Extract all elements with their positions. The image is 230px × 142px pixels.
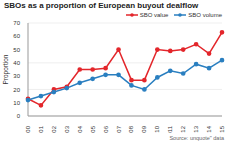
svg-text:10: 10 <box>13 100 20 106</box>
html-text:SBOs as a proportion of Europe: SBOs as a proportion of European buyout … <box>4 1 199 10</box>
svg-text:Proportion: Proportion <box>8 54 10 84</box>
svg-text:40: 40 <box>13 60 20 66</box>
svg-text:2000: 2000 <box>25 125 31 133</box>
svg-text:0: 0 <box>17 113 21 119</box>
html-text:SBO volume: SBO volume <box>188 12 222 18</box>
svg-text:2001: 2001 <box>38 125 44 133</box>
svg-text:70: 70 <box>13 20 20 26</box>
html-text:SBO value: SBO value <box>139 12 169 18</box>
svg-text:2002: 2002 <box>51 125 57 133</box>
svg-text:50: 50 <box>13 47 20 53</box>
svg-text:60: 60 <box>13 33 20 39</box>
svg-text:2013: 2013 <box>193 125 199 133</box>
svg-text:20: 20 <box>13 87 20 93</box>
svg-text:2015: 2015 <box>219 125 222 133</box>
svg-text:2014: 2014 <box>206 125 212 133</box>
svg-text:2003: 2003 <box>64 125 70 133</box>
svg-text:2011: 2011 <box>167 125 173 133</box>
svg-text:2006: 2006 <box>103 125 109 133</box>
svg-text:30: 30 <box>13 73 20 79</box>
svg-text:2012: 2012 <box>180 125 186 133</box>
svg-text:2008: 2008 <box>128 125 134 133</box>
svg-text:2007: 2007 <box>116 125 122 133</box>
html-text:Source: unquote" data: Source: unquote" data <box>169 135 224 141</box>
svg-text:2005: 2005 <box>90 125 96 133</box>
svg-text:2009: 2009 <box>141 125 147 133</box>
svg-text:2010: 2010 <box>154 125 160 133</box>
svg-text:2004: 2004 <box>77 125 83 133</box>
